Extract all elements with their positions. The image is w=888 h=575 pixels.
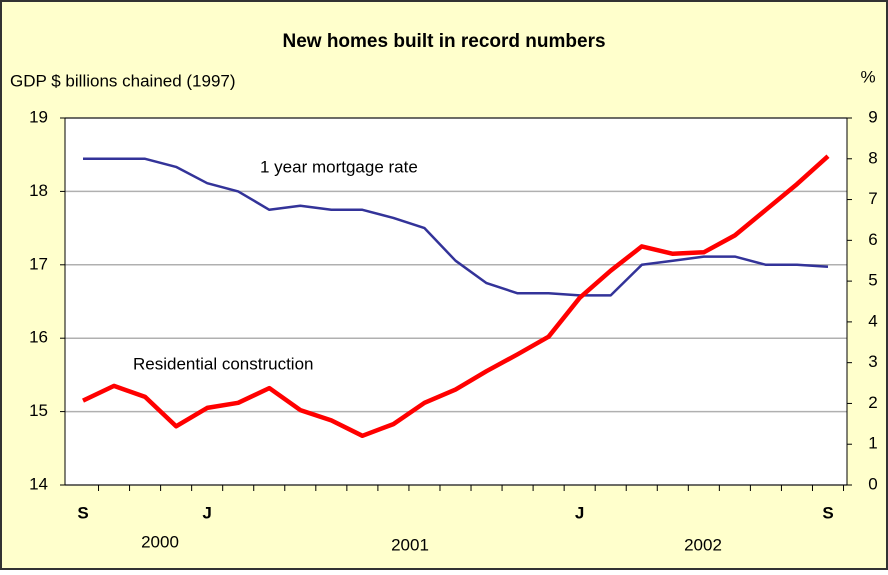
plot-area bbox=[64, 117, 848, 486]
y-tick-label: 18 bbox=[29, 181, 48, 200]
y2-tick-label: 4 bbox=[868, 311, 877, 330]
series-annotation: 1 year mortgage rate bbox=[260, 157, 418, 176]
y-axis-title: GDP $ billions chained (1997) bbox=[10, 71, 236, 90]
year-label: 2000 bbox=[141, 532, 179, 551]
y2-tick-label: 0 bbox=[868, 474, 877, 493]
y2-axis-title: % bbox=[860, 67, 875, 86]
year-label: 2002 bbox=[684, 535, 722, 554]
series-annotation: Residential construction bbox=[133, 354, 313, 373]
y-tick-label: 15 bbox=[29, 401, 48, 420]
year-label: 2001 bbox=[391, 535, 429, 554]
y2-tick-label: 5 bbox=[868, 271, 877, 290]
y2-tick-label: 3 bbox=[868, 352, 877, 371]
y2-tick-label: 1 bbox=[868, 434, 877, 453]
y-tick-label: 14 bbox=[29, 474, 48, 493]
y2-tick-label: 2 bbox=[868, 393, 877, 412]
y2-tick-label: 8 bbox=[868, 148, 877, 167]
series-line bbox=[83, 157, 829, 297]
x-tick-label: J bbox=[202, 503, 211, 522]
plot-area bbox=[64, 117, 848, 486]
x-tick-label: S bbox=[822, 503, 833, 522]
series-line bbox=[82, 154, 830, 439]
y-tick-label: 17 bbox=[29, 254, 48, 273]
y2-tick-label: 6 bbox=[868, 230, 877, 249]
y2-tick-label: 7 bbox=[868, 189, 877, 208]
chart-title: New homes built in record numbers bbox=[282, 31, 605, 52]
y-tick-label: 19 bbox=[29, 107, 48, 126]
y-tick-label: 16 bbox=[29, 328, 48, 347]
y2-tick-label: 9 bbox=[868, 107, 877, 126]
x-tick-label: J bbox=[575, 503, 584, 522]
x-tick-label: S bbox=[77, 503, 88, 522]
